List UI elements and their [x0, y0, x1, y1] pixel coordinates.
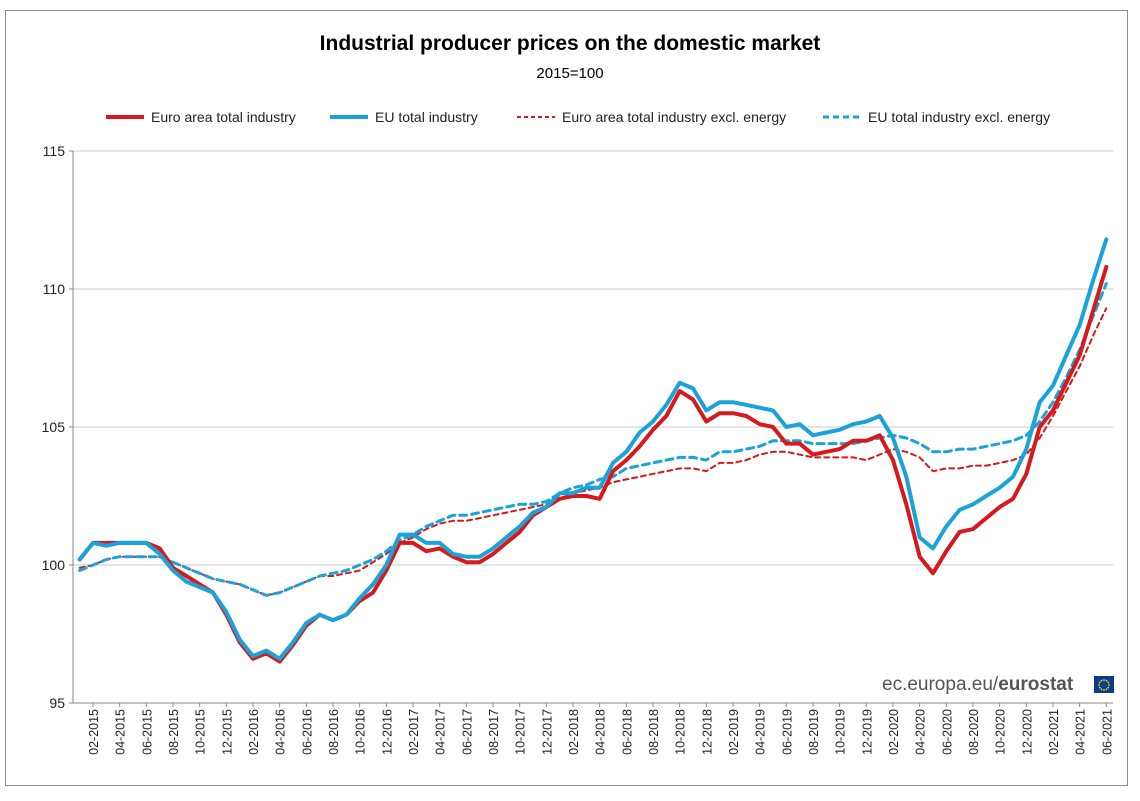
chart-subtitle: 2015=100 [536, 65, 604, 82]
eu-flag-icon [1094, 676, 1114, 693]
x-tick-label: 10-2015 [194, 709, 208, 755]
legend-item-euro-area-excl-energy: Euro area total industry excl. energy [517, 108, 786, 126]
legend-item-eu-excl-energy: EU total industry excl. energy [823, 108, 1050, 126]
legend-swatch-eu-excl-energy [823, 115, 861, 119]
chart-frame [5, 10, 1128, 786]
legend-item-eu-total: EU total industry [330, 108, 478, 126]
x-tick-label: 12-2016 [380, 709, 394, 755]
x-tick-label: 04-2021 [1074, 709, 1088, 755]
x-tick-label: 06-2019 [780, 709, 794, 755]
y-tick-label: 115 [43, 143, 66, 159]
legend-swatch-euro-area-excl-energy [517, 116, 555, 118]
x-tick-label: 06-2015 [140, 709, 154, 755]
y-tick-label: 110 [43, 281, 66, 297]
x-tick-label: 02-2017 [407, 709, 421, 755]
x-tick-label: 06-2020 [940, 709, 954, 755]
x-tick-label: 04-2018 [594, 709, 608, 755]
series-line-eu-total-industry-excl-energy [78, 282, 1108, 597]
x-tick-label: 06-2016 [300, 709, 314, 755]
x-tick-label: 12-2017 [540, 709, 554, 755]
series-line-eu-total-industry [77, 237, 1109, 661]
x-tick-label: 08-2019 [807, 709, 821, 755]
legend-label: EU total industry [375, 109, 478, 125]
x-tick-label: 12-2019 [860, 709, 874, 755]
x-tick-label: 02-2015 [87, 709, 101, 755]
x-tick-label: 10-2018 [674, 709, 688, 755]
y-tick-label: 95 [49, 695, 65, 711]
x-tick-label: 12-2015 [220, 709, 234, 755]
x-tick-label: 02-2021 [1047, 709, 1061, 755]
x-tick-label: 04-2015 [114, 709, 128, 755]
x-tick-label: 08-2018 [647, 709, 661, 755]
x-tick-label: 10-2020 [994, 709, 1008, 755]
x-tick-label: 08-2017 [487, 709, 501, 755]
watermark-domain: ec.europa.eu/ [882, 674, 999, 695]
x-tick-label: 02-2018 [567, 709, 581, 755]
x-tick-label: 10-2016 [354, 709, 368, 755]
x-tick-label: 04-2017 [434, 709, 448, 755]
watermark-brand: eurostat [998, 674, 1074, 695]
x-tick-label: 04-2016 [274, 709, 288, 755]
x-tick-label: 10-2019 [834, 709, 848, 755]
x-tick-label: 04-2020 [914, 709, 928, 755]
source-watermark: ec.europa.eu/eurostat [882, 674, 1073, 696]
x-tick-label: 06-2021 [1100, 709, 1114, 755]
x-tick-label: 06-2018 [620, 709, 634, 755]
y-tick-label: 105 [42, 419, 66, 435]
x-tick-label: 08-2015 [167, 709, 181, 755]
legend-swatch-eu-total [330, 115, 368, 119]
x-tick-label: 12-2020 [1020, 709, 1034, 755]
legend-swatch-euro-area-total [106, 115, 144, 119]
x-tick-label: 02-2019 [727, 709, 741, 755]
x-tick-label: 02-2016 [247, 709, 261, 755]
x-tick-label: 08-2016 [327, 709, 341, 755]
series-line-euro-area-total-industry [77, 264, 1109, 664]
x-tick-label: 04-2019 [754, 709, 768, 755]
x-tick-label: 02-2020 [887, 709, 901, 755]
y-tick-label: 100 [42, 557, 66, 573]
legend: Euro area total industry EU total indust… [0, 108, 1140, 128]
x-tick-label: 10-2017 [514, 709, 528, 755]
chart-title: Industrial producer prices on the domest… [319, 32, 821, 55]
legend-item-euro-area-total: Euro area total industry [106, 108, 296, 126]
legend-label: EU total industry excl. energy [868, 109, 1051, 125]
x-tick-label: 08-2020 [967, 709, 981, 755]
legend-label: Euro area total industry [151, 109, 296, 125]
legend-label: Euro area total industry excl. energy [562, 109, 787, 125]
x-tick-label: 06-2017 [460, 709, 474, 755]
x-tick-label: 12-2018 [700, 709, 714, 755]
